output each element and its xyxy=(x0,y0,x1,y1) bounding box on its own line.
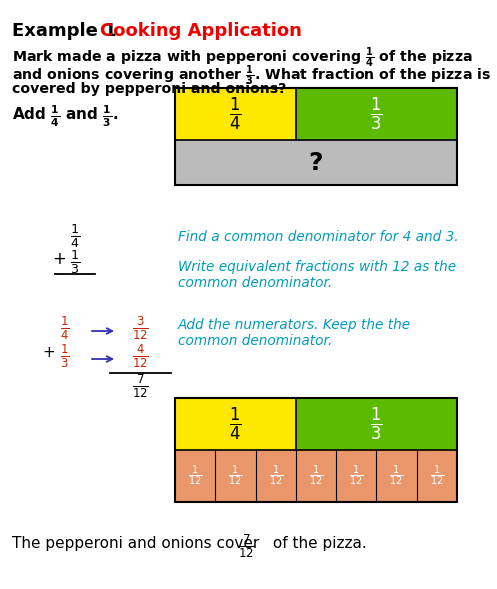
Text: Write equivalent fractions with 12 as the
common denominator.: Write equivalent fractions with 12 as th… xyxy=(178,260,456,290)
Text: The pepperoni and onions cover: The pepperoni and onions cover xyxy=(12,536,264,551)
Bar xyxy=(336,450,376,502)
Bar xyxy=(376,450,416,502)
Text: Find a common denominator for 4 and 3.: Find a common denominator for 4 and 3. xyxy=(178,230,459,244)
Bar xyxy=(175,398,296,450)
Bar xyxy=(296,398,457,450)
Bar xyxy=(175,398,457,502)
Bar xyxy=(215,450,255,502)
Text: $\frac{1}{12}$: $\frac{1}{12}$ xyxy=(389,464,404,488)
Text: ?: ? xyxy=(309,151,323,174)
Text: $\frac{1}{4}$: $\frac{1}{4}$ xyxy=(229,95,242,133)
Text: $\frac{3}{12}$: $\frac{3}{12}$ xyxy=(132,315,149,342)
Text: $\frac{4}{12}$: $\frac{4}{12}$ xyxy=(132,343,149,370)
Bar xyxy=(296,88,457,140)
Text: $\frac{1}{12}$: $\frac{1}{12}$ xyxy=(228,464,243,488)
Text: $\frac{1}{12}$: $\frac{1}{12}$ xyxy=(309,464,323,488)
Text: $\frac{1}{12}$: $\frac{1}{12}$ xyxy=(268,464,283,488)
Text: $\frac{1}{4}$: $\frac{1}{4}$ xyxy=(70,222,80,250)
Text: +: + xyxy=(52,250,66,268)
Bar xyxy=(296,450,336,502)
Text: and onions covering another $\mathbf{\frac{1}{3}}$. What fraction of the pizza i: and onions covering another $\mathbf{\fr… xyxy=(12,64,491,88)
Text: covered by pepperoni and onions?: covered by pepperoni and onions? xyxy=(12,82,286,96)
Text: $\frac{1}{12}$: $\frac{1}{12}$ xyxy=(188,464,202,488)
Text: $\frac{1}{4}$: $\frac{1}{4}$ xyxy=(229,405,242,443)
Text: $\frac{1}{4}$: $\frac{1}{4}$ xyxy=(60,315,70,342)
Text: $\frac{1}{12}$: $\frac{1}{12}$ xyxy=(430,464,444,488)
Text: $\frac{7}{12}$: $\frac{7}{12}$ xyxy=(132,373,149,401)
Text: $\frac{1}{3}$: $\frac{1}{3}$ xyxy=(70,248,80,276)
Text: Cooking Application: Cooking Application xyxy=(100,22,302,40)
Text: Add the numerators. Keep the the
common denominator.: Add the numerators. Keep the the common … xyxy=(178,318,411,348)
Text: $\frac{1}{3}$: $\frac{1}{3}$ xyxy=(370,405,383,443)
Bar xyxy=(175,88,296,140)
Bar xyxy=(255,450,296,502)
Text: $\frac{1}{3}$: $\frac{1}{3}$ xyxy=(60,343,70,370)
Text: Mark made a pizza with pepperoni covering $\mathbf{\frac{1}{4}}$ of the pizza: Mark made a pizza with pepperoni coverin… xyxy=(12,46,473,71)
Bar xyxy=(175,450,215,502)
Bar xyxy=(175,88,457,185)
Text: Example 1: Example 1 xyxy=(12,22,117,40)
Text: +: + xyxy=(43,345,55,360)
Text: of the pizza.: of the pizza. xyxy=(268,536,367,551)
Text: Add $\mathbf{\frac{1}{4}}$ and $\mathbf{\frac{1}{3}}$.: Add $\mathbf{\frac{1}{4}}$ and $\mathbf{… xyxy=(12,103,118,128)
Text: $\frac{1}{12}$: $\frac{1}{12}$ xyxy=(349,464,363,488)
Bar xyxy=(175,140,457,185)
Bar xyxy=(416,450,457,502)
Text: $\frac{7}{12}$: $\frac{7}{12}$ xyxy=(238,533,255,560)
Text: $\frac{1}{3}$: $\frac{1}{3}$ xyxy=(370,95,383,133)
